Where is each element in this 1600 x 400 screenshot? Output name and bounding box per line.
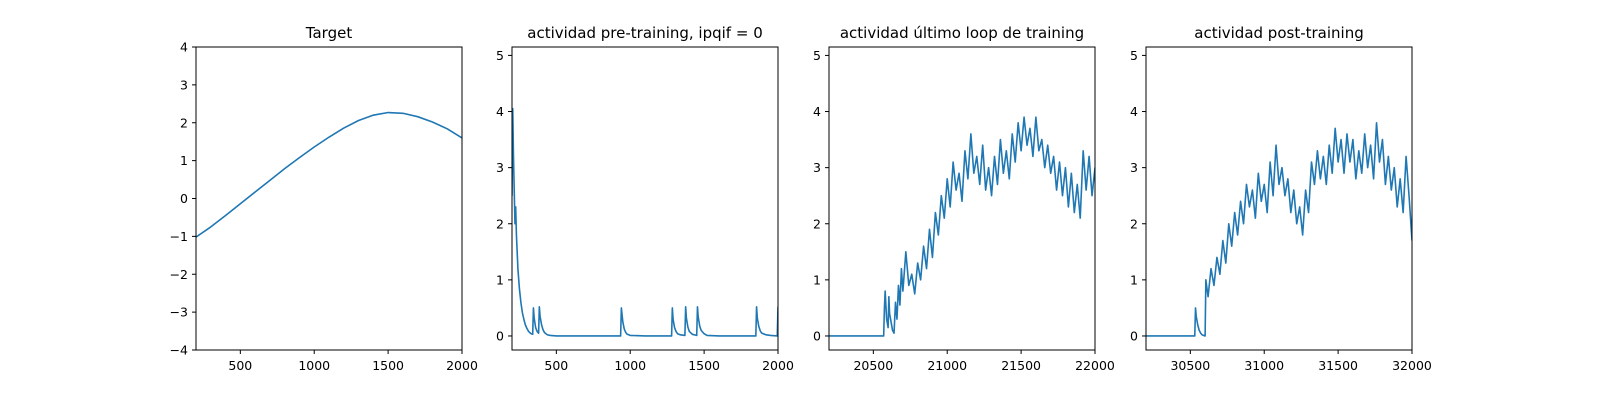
y-tick-label: 1 — [1130, 272, 1138, 287]
x-tick-label: 1500 — [372, 358, 404, 373]
axes-frame — [828, 46, 1096, 351]
subplot-pre-training: 500 1000 1500 2000 0 1 2 3 4 5 actividad pre-train… — [496, 24, 794, 373]
x-tick-label: 22000 — [1075, 358, 1115, 373]
x-tick-label: 1000 — [614, 358, 646, 373]
subplot-target: 500 1000 1500 2000 −4 −3 −2 −1 0 1 2 3 4 Target — [170, 24, 478, 373]
y-tick-label: 3 — [496, 160, 504, 175]
y-tick-label: 3 — [1130, 160, 1138, 175]
x-tick-label: 31500 — [1318, 358, 1358, 373]
y-tick-label: 2 — [180, 115, 188, 130]
y-tick-label: 1 — [180, 153, 188, 168]
x-tick-label: 21500 — [1001, 358, 1041, 373]
y-tick-label: 4 — [813, 104, 821, 119]
y-tick-label: 0 — [1130, 328, 1138, 343]
axes-frame — [195, 46, 463, 351]
y-tick-label: 5 — [1130, 48, 1138, 63]
series-line-1 — [829, 116, 1095, 337]
subplot-last-training-loop: 20500 21000 21500 22000 0 1 2 3 4 5 actividad últi… — [813, 24, 1115, 373]
y-tick-label: 4 — [496, 104, 504, 119]
subplot-title: actividad pre-training, ipqif = 0 — [527, 24, 763, 42]
y-tick-label: 0 — [180, 191, 188, 206]
y-tick-label: 2 — [813, 216, 821, 231]
x-tick-label: 21000 — [927, 358, 967, 373]
y-tick-label: 1 — [813, 272, 821, 287]
subplot-post-training: 30500 31000 31500 32000 0 1 2 3 4 5 actividad post… — [1130, 24, 1432, 373]
y-tick-label: 5 — [813, 48, 821, 63]
y-tick-label: 0 — [496, 328, 504, 343]
y-tick-label: −1 — [170, 229, 188, 244]
y-tick-label: 2 — [1130, 216, 1138, 231]
series-line-1 — [196, 111, 462, 238]
x-tick-label: 1000 — [298, 358, 330, 373]
series-line-1 — [512, 107, 778, 337]
y-tick-label: 3 — [813, 160, 821, 175]
x-tick-label: 500 — [228, 358, 252, 373]
subplot-title: Target — [305, 24, 353, 42]
x-tick-label: 500 — [544, 358, 568, 373]
y-tick-label: 4 — [180, 40, 188, 55]
x-tick-label: 2000 — [446, 358, 478, 373]
x-tick-label: 30500 — [1170, 358, 1210, 373]
x-tick-label: 31000 — [1244, 358, 1284, 373]
y-tick-label: −2 — [170, 267, 188, 282]
axes-frame — [1145, 46, 1413, 351]
y-tick-label: 2 — [496, 216, 504, 231]
y-tick-label: 1 — [496, 272, 504, 287]
series-line-1 — [1146, 121, 1412, 337]
subplot-title: actividad último loop de training — [840, 24, 1084, 42]
x-tick-label: 20500 — [853, 358, 893, 373]
y-tick-label: 3 — [180, 77, 188, 92]
y-tick-label: 4 — [1130, 104, 1138, 119]
x-tick-label: 32000 — [1392, 358, 1432, 373]
x-tick-label: 2000 — [762, 358, 794, 373]
y-tick-label: 5 — [496, 48, 504, 63]
y-tick-label: 0 — [813, 328, 821, 343]
axes-frame — [511, 46, 779, 351]
y-tick-label: −3 — [170, 305, 188, 320]
y-tick-label: −4 — [170, 343, 188, 358]
subplot-title: actividad post-training — [1194, 24, 1363, 42]
x-tick-label: 1500 — [688, 358, 720, 373]
